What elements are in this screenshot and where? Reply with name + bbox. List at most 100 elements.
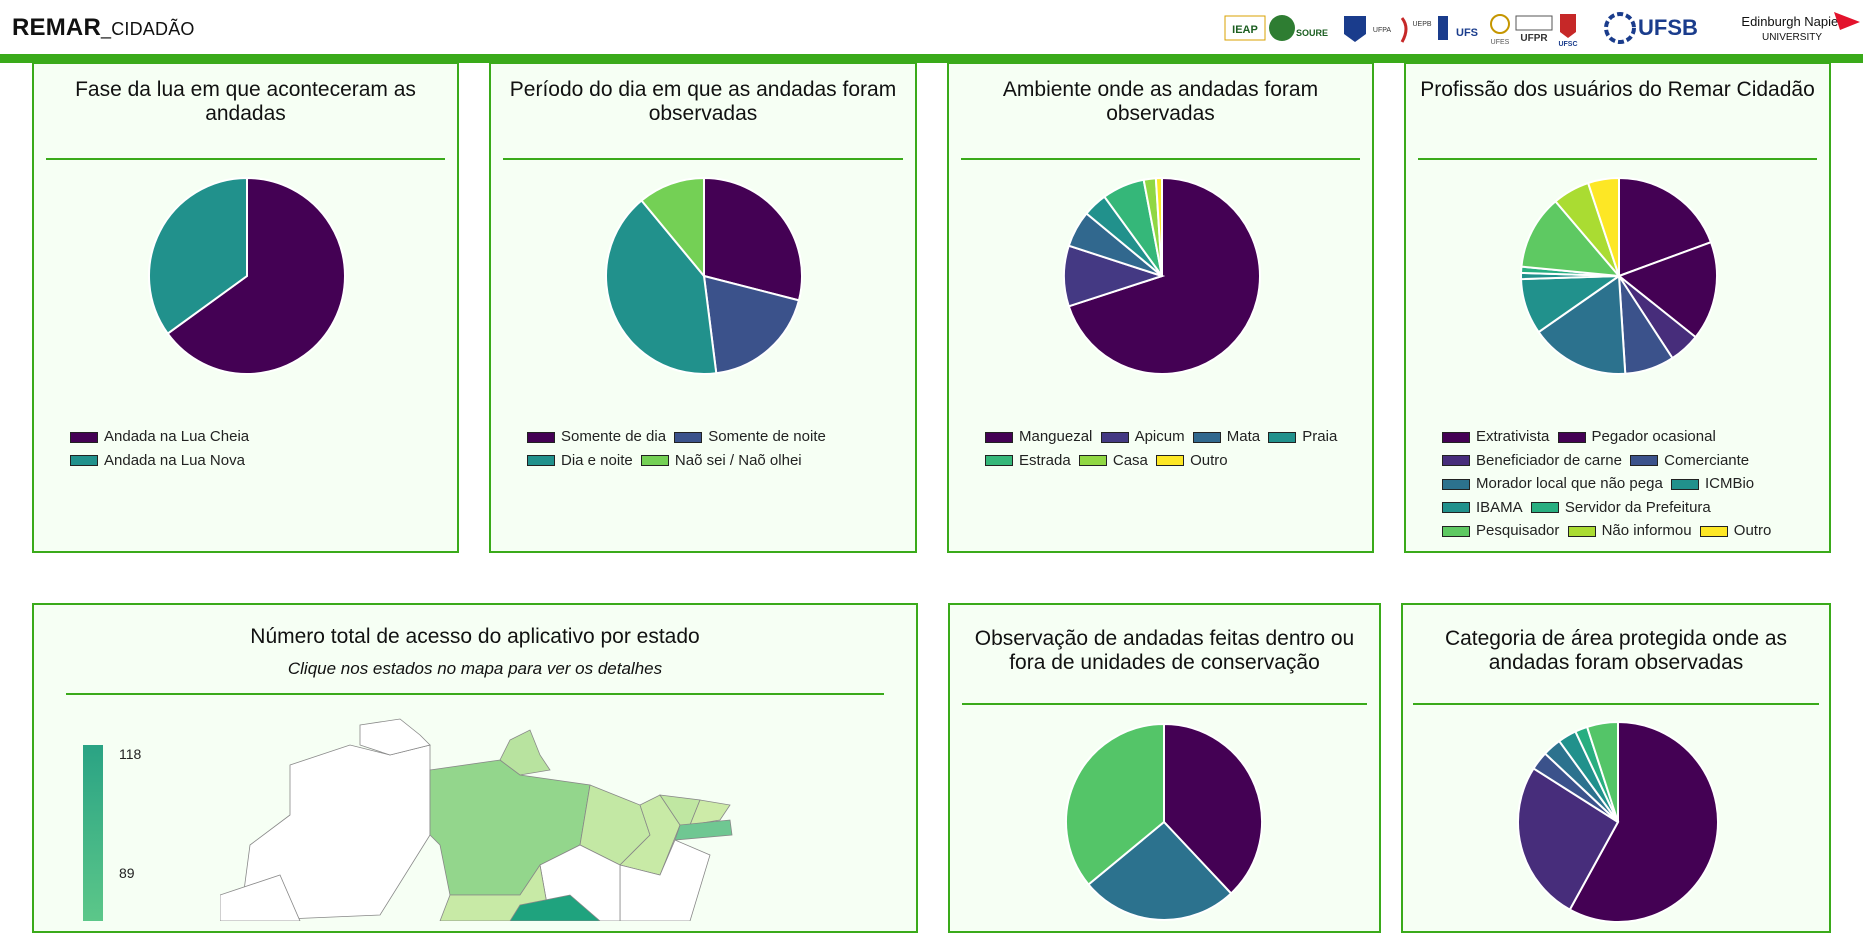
environment-legend: Manguezal Apicum Mata Praia Estrada Casa…	[985, 426, 1365, 473]
protected-area-pie-chart[interactable]	[1516, 720, 1720, 924]
legend-item-other[interactable]: Outro	[1699, 520, 1771, 542]
legend-swatch	[527, 431, 555, 443]
legend-item-merchant[interactable]: Comerciante	[1630, 450, 1749, 472]
state-ap[interactable]	[499, 729, 551, 776]
legend-item-processor[interactable]: Beneficiador de carne	[1442, 450, 1622, 472]
svg-text:UNIVERSITY: UNIVERSITY	[1762, 32, 1822, 43]
legend-item-apicum[interactable]: Apicum	[1100, 426, 1185, 448]
environment-pie-chart[interactable]	[1062, 176, 1262, 376]
pie-slice-3[interactable]	[640, 176, 705, 279]
card-title: Categoria de área protegida onde as anda…	[1444, 627, 1788, 674]
legend-swatch	[70, 431, 98, 443]
svg-text:Edinburgh Napier: Edinburgh Napier	[1741, 14, 1843, 29]
legend-item-researcher[interactable]: Pesquisador	[1442, 520, 1559, 542]
legend-swatch	[1442, 431, 1470, 443]
card-divider	[961, 158, 1360, 160]
legend-item-new-moon[interactable]: Andada na Lua Nova	[70, 450, 245, 472]
brazil-states-map[interactable]	[220, 715, 740, 921]
pie-slice-1[interactable]	[1616, 240, 1718, 339]
legend-item-icmbio[interactable]: ICMBio	[1670, 473, 1754, 495]
state-rr[interactable]	[359, 718, 431, 756]
card-protected-area: Categoria de área protegida onde as anda…	[1401, 603, 1831, 933]
legend-item-other[interactable]: Outro	[1156, 450, 1228, 472]
card-title: Período do dia em que as andadas foram o…	[509, 78, 897, 125]
state-rn[interactable]	[689, 799, 731, 826]
legend-item-local-resident[interactable]: Morador local que não pega	[1442, 473, 1663, 495]
legend-swatch	[1156, 455, 1185, 466]
legend-swatch	[1630, 455, 1659, 466]
pie-slice-0[interactable]	[1618, 176, 1713, 278]
legend-swatch	[1078, 455, 1107, 466]
svg-text:UFSB: UFSB	[1638, 15, 1698, 40]
state-pe[interactable]	[674, 819, 733, 841]
legend-swatch	[1100, 431, 1129, 443]
legend-item-night[interactable]: Somente de noite	[674, 426, 826, 448]
legend-item-not-informed[interactable]: Não informou	[1567, 520, 1692, 542]
pie-slice-2[interactable]	[1065, 722, 1165, 886]
card-title: Fase da lua em que aconteceram as andada…	[75, 78, 416, 125]
pie-slice-0[interactable]	[1163, 722, 1263, 895]
period-pie-chart[interactable]	[604, 176, 804, 376]
brand-main: REMAR	[12, 14, 101, 41]
legend-swatch	[1557, 431, 1586, 443]
legend-item-house[interactable]: Casa	[1078, 450, 1148, 472]
scale-label-mid: 89	[119, 865, 135, 881]
legend-row: Pesquisador Não informou Outro	[1442, 520, 1822, 544]
pie-slice-1[interactable]	[148, 176, 248, 336]
card-environment: Ambiente onde as andadas foram observada…	[947, 62, 1374, 553]
moon-legend: Andada na Lua Cheia Andada na Lua Nova	[70, 426, 430, 473]
legend-item-unknown[interactable]: Naõ sei / Naõ olhei	[640, 450, 802, 472]
pie-slice-1[interactable]	[1517, 767, 1620, 911]
svg-text:UFPA: UFPA	[1373, 27, 1391, 34]
top-bar: REMAR_CIDADÃO IEAP SOURE UFPA UEPB UFS	[0, 0, 1863, 54]
legend-item-full-moon[interactable]: Andada na Lua Cheia	[70, 426, 249, 448]
access-color-scale	[83, 745, 103, 921]
legend-item-mangrove[interactable]: Manguezal	[985, 426, 1092, 448]
state-go[interactable]	[509, 894, 601, 921]
legend-row: IBAMA Servidor da Prefeitura	[1442, 497, 1822, 521]
legend-item-road[interactable]: Estrada	[985, 450, 1071, 472]
legend-item-beach[interactable]: Praia	[1268, 426, 1337, 448]
profession-pie-chart[interactable]	[1519, 176, 1719, 376]
legend-swatch	[1442, 455, 1470, 466]
legend-swatch	[1268, 431, 1297, 443]
pie-slice-4[interactable]	[1537, 274, 1627, 375]
soure-logo: SOURE	[1269, 15, 1328, 41]
period-legend: Somente de dia Somente de noite Dia e no…	[527, 426, 907, 473]
pie-slice-8[interactable]	[1520, 199, 1622, 278]
pie-slice-6[interactable]	[1585, 720, 1619, 823]
state-ba[interactable]	[619, 839, 711, 921]
app-brand[interactable]: REMAR_CIDADÃO	[12, 14, 195, 42]
legend-row: Somente de dia Somente de noite	[527, 426, 907, 450]
legend-item-ibama[interactable]: IBAMA	[1442, 497, 1523, 519]
scale-label-max: 118	[119, 746, 142, 762]
conservation-pie-chart[interactable]	[1064, 722, 1264, 922]
legend-row: Andada na Lua Cheia	[70, 426, 430, 450]
legend-swatch	[985, 455, 1013, 466]
pie-slice-6[interactable]	[1154, 176, 1163, 277]
pie-slice-1[interactable]	[1087, 820, 1233, 921]
card-divider	[1418, 158, 1817, 160]
pie-slice-0[interactable]	[703, 176, 803, 302]
state-am[interactable]	[239, 744, 431, 921]
legend-row: Morador local que não pega ICMBio	[1442, 473, 1822, 497]
pie-slice-10[interactable]	[1586, 176, 1620, 277]
card-conservation-units: Observação de andadas feitas dentro ou f…	[948, 603, 1381, 933]
state-ac[interactable]	[220, 874, 301, 921]
legend-swatch	[1530, 502, 1559, 513]
legend-swatch	[1442, 502, 1470, 513]
pie-slice-0[interactable]	[166, 176, 346, 375]
legend-swatch	[640, 455, 669, 466]
legend-item-occasional-catcher[interactable]: Pegador ocasional	[1557, 426, 1716, 448]
legend-item-day-night[interactable]: Dia e noite	[527, 450, 633, 472]
legend-item-forest[interactable]: Mata	[1192, 426, 1260, 448]
pie-slice-2[interactable]	[605, 199, 718, 375]
legend-item-extractivist[interactable]: Extrativista	[1442, 426, 1549, 448]
pie-slice-1[interactable]	[702, 274, 801, 375]
legend-item-day[interactable]: Somente de dia	[527, 426, 666, 448]
moon-pie-chart[interactable]	[147, 176, 347, 376]
legend-swatch	[1567, 525, 1596, 537]
card-title: Ambiente onde as andadas foram observada…	[1002, 78, 1319, 125]
legend-swatch	[527, 455, 555, 466]
legend-item-city-servant[interactable]: Servidor da Prefeitura	[1530, 497, 1711, 519]
